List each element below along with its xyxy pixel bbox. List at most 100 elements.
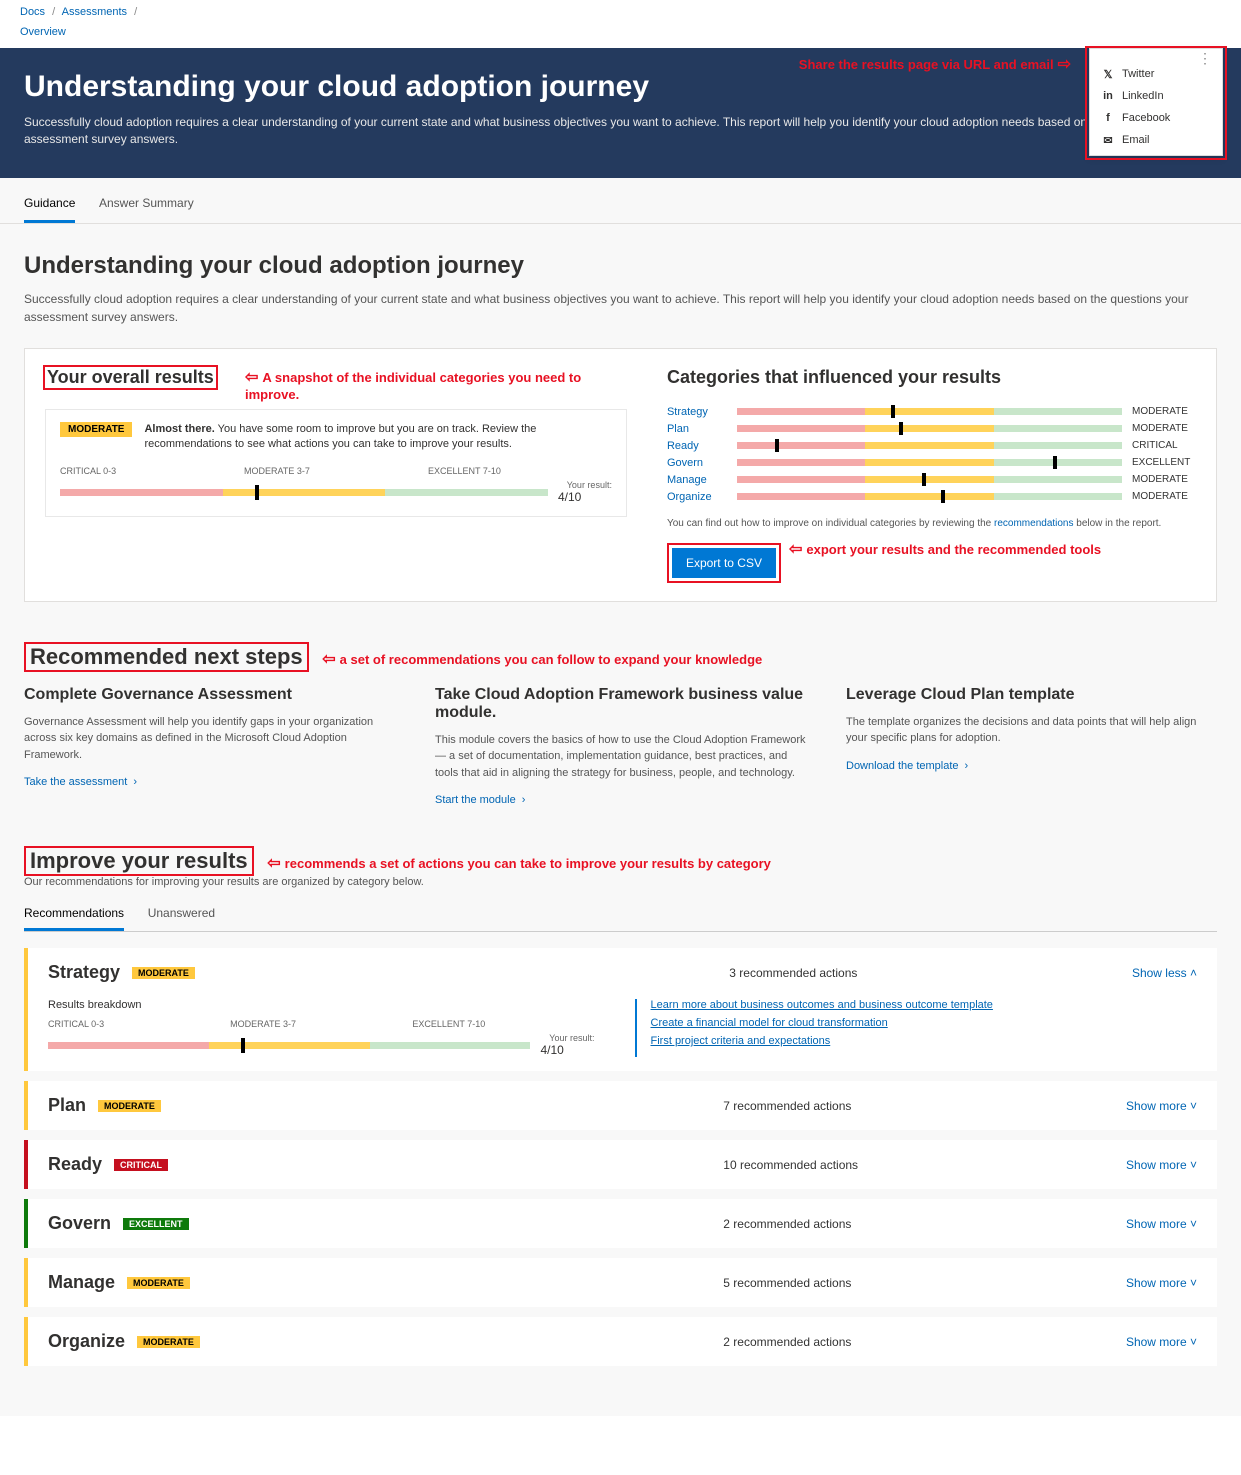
- category-row: Plan MODERATE: [667, 423, 1196, 435]
- toggle-button[interactable]: Show more ˅: [1126, 1099, 1197, 1113]
- share-item-label: Facebook: [1122, 112, 1170, 124]
- improve-card-badge: EXCELLENT: [123, 1218, 189, 1230]
- toggle-button[interactable]: Show more ˅: [1126, 1217, 1197, 1231]
- improve-card-count: 7 recommended actions: [723, 1099, 1114, 1113]
- improve-card-title: Plan: [48, 1095, 86, 1116]
- hero: Share the results page via URL and email…: [0, 48, 1241, 178]
- recommended-item: Leverage Cloud Plan template The templat…: [846, 686, 1217, 807]
- facebook-icon: f: [1102, 112, 1114, 124]
- action-link[interactable]: First project criteria and expectations: [651, 1035, 1198, 1047]
- improve-card-badge: MODERATE: [127, 1277, 190, 1289]
- category-score-label: MODERATE: [1132, 406, 1196, 417]
- tab-recommendations[interactable]: Recommendations: [24, 902, 124, 931]
- improve-card-title: Strategy: [48, 962, 120, 983]
- recommended-item-link[interactable]: Take the assessment›: [24, 776, 137, 788]
- improve-card-count: 10 recommended actions: [723, 1158, 1114, 1172]
- overview-link[interactable]: Overview: [20, 26, 66, 38]
- toggle-button[interactable]: Show less ˄: [1132, 966, 1197, 980]
- tab-guidance[interactable]: Guidance: [24, 192, 75, 223]
- improve-card-badge: MODERATE: [132, 967, 195, 979]
- improve-card-count: 5 recommended actions: [723, 1276, 1114, 1290]
- breakdown-bar: [48, 1042, 531, 1049]
- chevron-right-icon: ›: [965, 760, 969, 772]
- overall-result-label: Your result:: [558, 480, 612, 490]
- share-item-email[interactable]: ✉Email: [1090, 129, 1222, 151]
- recommended-item-text: This module covers the basics of how to …: [435, 732, 806, 782]
- improve-heading: Improve your results: [30, 848, 248, 873]
- share-item-facebook[interactable]: f Facebook: [1090, 107, 1222, 129]
- recommended-item-link[interactable]: Start the module›: [435, 794, 525, 806]
- chevron-icon: ˅: [1190, 1099, 1197, 1113]
- recommended-item-text: The template organizes the decisions and…: [846, 714, 1217, 747]
- annotation-improve: recommends a set of actions you can take…: [267, 856, 771, 871]
- breadcrumb-assessments[interactable]: Assessments: [62, 6, 127, 18]
- toggle-button[interactable]: Show more ˅: [1126, 1276, 1197, 1290]
- category-link[interactable]: Ready: [667, 440, 727, 452]
- chevron-icon: ˅: [1190, 1217, 1197, 1231]
- category-link[interactable]: Plan: [667, 423, 727, 435]
- improve-subtitle: Our recommendations for improving your r…: [24, 876, 1217, 888]
- categories-heading: Categories that influenced your results: [667, 367, 1196, 388]
- overall-scale-bar: [60, 489, 548, 496]
- category-score-label: MODERATE: [1132, 423, 1196, 434]
- category-row: Manage MODERATE: [667, 474, 1196, 486]
- more-icon[interactable]: ⋮: [1090, 53, 1222, 63]
- toggle-button[interactable]: Show more ˅: [1126, 1158, 1197, 1172]
- category-bar: [737, 459, 1122, 466]
- tab-unanswered[interactable]: Unanswered: [148, 902, 215, 931]
- share-item-twitter[interactable]: 𝕏Twitter: [1090, 63, 1222, 85]
- chevron-right-icon: ›: [522, 794, 526, 806]
- category-bar: [737, 476, 1122, 483]
- improve-card-count: 2 recommended actions: [723, 1217, 1114, 1231]
- recommended-heading: Recommended next steps: [30, 644, 303, 669]
- results-box: Your overall results A snapshot of the i…: [24, 348, 1217, 602]
- twitter-icon: 𝕏: [1102, 68, 1114, 80]
- improve-card: Organize MODERATE 2 recommended actions …: [24, 1317, 1217, 1366]
- category-bar: [737, 408, 1122, 415]
- toggle-button[interactable]: Show more ˅: [1126, 1335, 1197, 1349]
- category-row: Govern EXCELLENT: [667, 457, 1196, 469]
- actions-list: Learn more about business outcomes and b…: [635, 999, 1198, 1057]
- improve-card-badge: CRITICAL: [114, 1159, 168, 1171]
- categories-note: You can find out how to improve on indiv…: [667, 517, 1196, 531]
- tab-answer-summary[interactable]: Answer Summary: [99, 192, 194, 223]
- overall-heading: Your overall results: [47, 367, 214, 388]
- category-score-label: MODERATE: [1132, 491, 1196, 502]
- share-item-label: Email: [1122, 134, 1150, 146]
- category-score-label: CRITICAL: [1132, 440, 1196, 451]
- category-score-label: EXCELLENT: [1132, 457, 1196, 468]
- chevron-icon: ˅: [1190, 1335, 1197, 1349]
- improve-card-badge: MODERATE: [98, 1100, 161, 1112]
- improve-card-title: Ready: [48, 1154, 102, 1175]
- top-tabs: Guidance Answer Summary: [0, 178, 1241, 224]
- recommendations-inline-link[interactable]: recommendations: [994, 518, 1073, 529]
- improve-card-badge: MODERATE: [137, 1336, 200, 1348]
- category-link[interactable]: Govern: [667, 457, 727, 469]
- improve-card-title: Organize: [48, 1331, 125, 1352]
- category-link[interactable]: Organize: [667, 491, 727, 503]
- annotation-export: export your results and the recommended …: [789, 539, 1101, 559]
- recommended-item-text: Governance Assessment will help you iden…: [24, 714, 395, 764]
- breadcrumb: Docs / Assessments /: [0, 0, 1241, 24]
- improve-card: Plan MODERATE 7 recommended actions Show…: [24, 1081, 1217, 1130]
- share-item-linkedin[interactable]: inLinkedIn: [1090, 85, 1222, 107]
- breakdown-title: Results breakdown: [48, 999, 595, 1011]
- score-card: MODERATE Almost there. You have some roo…: [45, 409, 627, 518]
- category-link[interactable]: Strategy: [667, 406, 727, 418]
- recommended-item-link[interactable]: Download the template›: [846, 760, 968, 772]
- chevron-icon: ˅: [1190, 1158, 1197, 1172]
- breadcrumb-docs[interactable]: Docs: [20, 6, 45, 18]
- action-link[interactable]: Learn more about business outcomes and b…: [651, 999, 1198, 1011]
- improve-card-count: 3 recommended actions: [729, 966, 1120, 980]
- category-score-label: MODERATE: [1132, 474, 1196, 485]
- category-row: Strategy MODERATE: [667, 406, 1196, 418]
- improve-card: Ready CRITICAL 10 recommended actions Sh…: [24, 1140, 1217, 1189]
- annotation-share: Share the results page via URL and email: [799, 54, 1071, 74]
- hero-subtitle: Successfully cloud adoption requires a c…: [24, 114, 1217, 148]
- page-subtitle: Successfully cloud adoption requires a c…: [24, 290, 1217, 326]
- scale-moderate-label: MODERATE 3-7: [244, 466, 428, 476]
- export-csv-button[interactable]: Export to CSV: [672, 548, 776, 578]
- recommended-item-title: Complete Governance Assessment: [24, 686, 395, 704]
- category-link[interactable]: Manage: [667, 474, 727, 486]
- action-link[interactable]: Create a financial model for cloud trans…: [651, 1017, 1198, 1029]
